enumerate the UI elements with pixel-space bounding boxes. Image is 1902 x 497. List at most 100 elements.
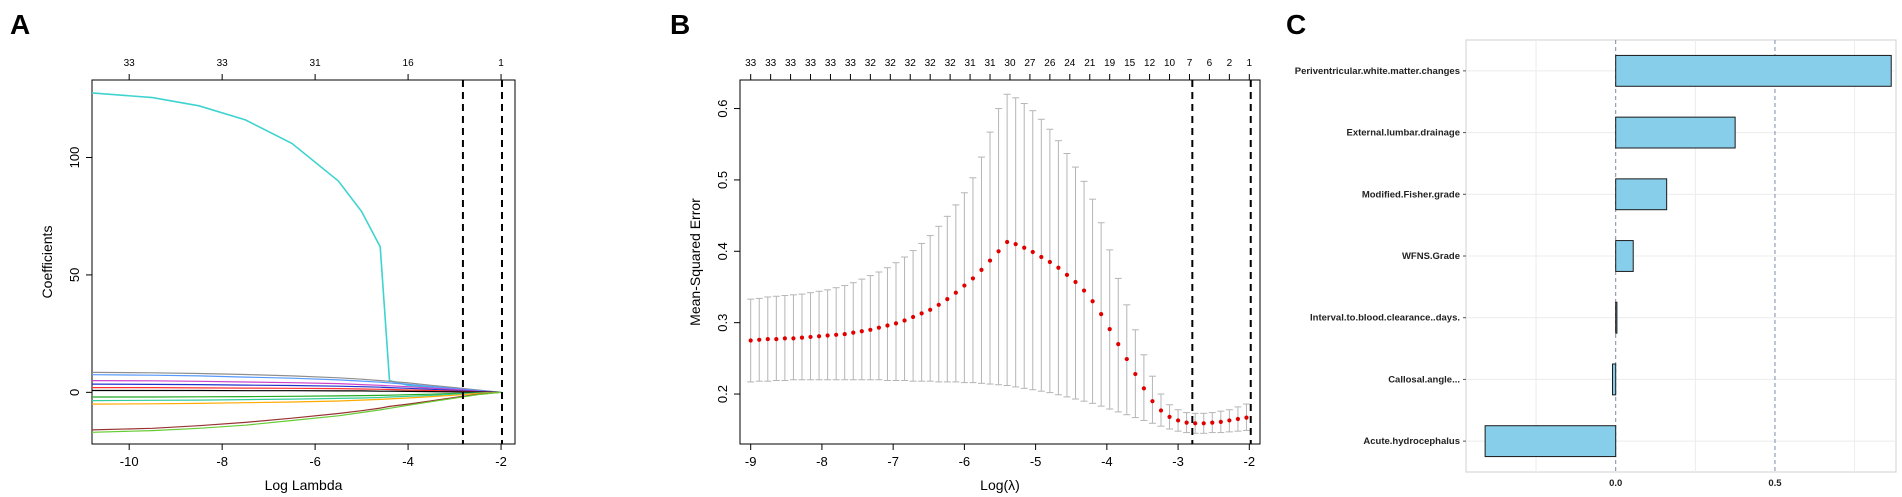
panel-b-x-tick-label: -7	[887, 454, 899, 469]
panel-b-top-label: 27	[1024, 58, 1036, 69]
panel-a-series-line	[91, 391, 502, 405]
panel-c-category-label: Callosal.angle...	[1388, 374, 1460, 385]
panel-b-x-tick-label: -3	[1172, 454, 1184, 469]
panel-b-point	[910, 314, 916, 320]
panel-b-top-label: 32	[865, 58, 877, 69]
panel-a-x-axis-title: Log Lambda	[265, 477, 343, 493]
panel-b-top-label: 1	[1247, 58, 1253, 69]
panel-b-point	[919, 311, 924, 316]
panel-b-point	[1167, 414, 1172, 419]
panel-a-series-line	[91, 383, 502, 393]
panel-b-x-tick-label: -2	[1244, 454, 1256, 469]
panel-b-point	[851, 330, 856, 335]
panel-a-lasso-path: -10 -8 -6 -4 -2 0 50 100 33 33 31 16 1 Log Lambda Coef…	[39, 58, 516, 493]
panel-b-y-tick-label: 0.5	[715, 171, 730, 189]
panel-b-y-tick-label: 0.4	[715, 242, 730, 260]
panel-a-series-line	[91, 391, 502, 433]
panel-b-point	[1218, 419, 1223, 424]
panel-a-top-label: 33	[217, 58, 229, 69]
panel-a-frame	[91, 79, 516, 445]
panel-b-point	[1090, 299, 1095, 304]
panel-b-top-label: 32	[885, 58, 897, 69]
panel-b-point	[1193, 421, 1198, 426]
panel-a-x-tick-label: -4	[402, 454, 414, 469]
panel-b-cv-error: -9 -8 -7 -6 -5 -4 -3 -2 0.2 0.3 0.4 0.5 0.6 33 33 33 33 3…	[687, 58, 1261, 493]
panel-a-x-tick-label: -6	[309, 454, 321, 469]
panel-b-point	[1047, 259, 1052, 265]
panel-letter-a: A	[10, 9, 30, 40]
panel-c-category-label: Modified.Fisher.grade	[1362, 189, 1460, 200]
panel-b-point	[936, 302, 941, 307]
panel-b-point	[945, 297, 950, 302]
panel-b-point	[1107, 326, 1112, 332]
panel-b-top-label: 19	[1104, 58, 1116, 69]
panel-b-top-label: 2	[1227, 58, 1233, 69]
panel-c-x-tick-label: 0.5	[1768, 478, 1782, 489]
panel-b-point	[1227, 418, 1232, 423]
panel-a-series-line	[92, 389, 502, 393]
panel-b-point	[1116, 341, 1121, 347]
panel-b-point	[876, 325, 882, 330]
panel-b-point	[1150, 399, 1155, 404]
panel-c-x-tick-label: 0.0	[1609, 478, 1622, 489]
panel-b-top-label: 12	[1144, 58, 1156, 69]
panel-b-point	[1030, 249, 1035, 255]
panel-a-series-line	[91, 380, 502, 393]
panel-b-point	[1124, 356, 1129, 362]
panel-letter-b: B	[670, 9, 690, 40]
panel-b-top-label: 15	[1124, 58, 1136, 69]
panel-b-top-label: 7	[1187, 58, 1193, 69]
panel-b-top-label: 32	[905, 58, 917, 69]
panel-b-point	[1201, 421, 1206, 426]
panel-c-category-label: Interval.to.blood.clearance..days.	[1310, 313, 1460, 324]
panel-b-top-label: 6	[1207, 58, 1213, 69]
panel-a-y-tick-label: 100	[67, 147, 82, 169]
panel-b-point	[1158, 408, 1164, 413]
panel-b-top-label: 21	[1084, 58, 1096, 69]
panel-c-category-label: WFNS.Grade	[1402, 251, 1460, 262]
panel-c-bar	[1615, 178, 1668, 211]
panel-a-series-line	[92, 387, 502, 393]
panel-b-x-tick-label: -8	[816, 454, 828, 469]
panel-b-point	[808, 334, 813, 340]
panel-b-top-label: 33	[785, 58, 797, 69]
panel-b-y-axis-title: Mean-Squared Error	[687, 198, 703, 326]
panel-b-top-label: 31	[984, 58, 996, 69]
panel-b-point	[996, 249, 1001, 254]
panel-b-point	[962, 283, 967, 288]
panel-b-x-tick-label: -9	[745, 454, 757, 469]
panel-b-point	[1039, 254, 1044, 260]
panel-a-y-axis-title: Coefficients	[39, 226, 55, 299]
panel-a-series-line	[91, 391, 502, 431]
panel-a-y-tick-label: 50	[67, 268, 82, 282]
panel-b-top-label: 32	[945, 58, 957, 69]
panel-a-x-tick-label: -2	[495, 454, 507, 469]
panel-b-point	[1184, 420, 1189, 425]
panel-b-top-label: 32	[925, 58, 937, 69]
panel-b-point	[1133, 371, 1138, 377]
panel-b-top-label: 31	[965, 58, 977, 69]
panel-b-point	[842, 331, 847, 337]
panel-a-top-label: 16	[403, 58, 415, 69]
panel-b-point	[859, 329, 864, 334]
panel-a-top-label: 33	[124, 58, 136, 69]
panel-b-point	[979, 267, 984, 272]
panel-b-top-label: 24	[1064, 58, 1076, 69]
panel-b-point	[1235, 416, 1241, 422]
panel-c-coefficient-bars: Periventricular.white.matter.changes Exte…	[1295, 39, 1897, 489]
panel-b-point	[953, 290, 958, 295]
panel-b-x-tick-label: -6	[959, 454, 971, 469]
panel-b-x-tick-label: -4	[1101, 454, 1113, 469]
panel-c-category-label: Periventricular.white.matter.changes	[1295, 66, 1460, 77]
panel-b-point	[1064, 272, 1070, 277]
panel-b-point	[1210, 420, 1215, 425]
panel-a-series-line	[91, 374, 502, 393]
panel-b-point	[834, 332, 839, 337]
panel-letter-c: C	[1286, 9, 1306, 40]
panel-c-bar	[1615, 54, 1892, 87]
panel-b-x-axis-title: Log(λ)	[980, 477, 1020, 493]
panel-b-point	[1005, 239, 1010, 245]
panel-b-top-label: 30	[1004, 58, 1016, 69]
panel-b-point	[1244, 415, 1249, 420]
